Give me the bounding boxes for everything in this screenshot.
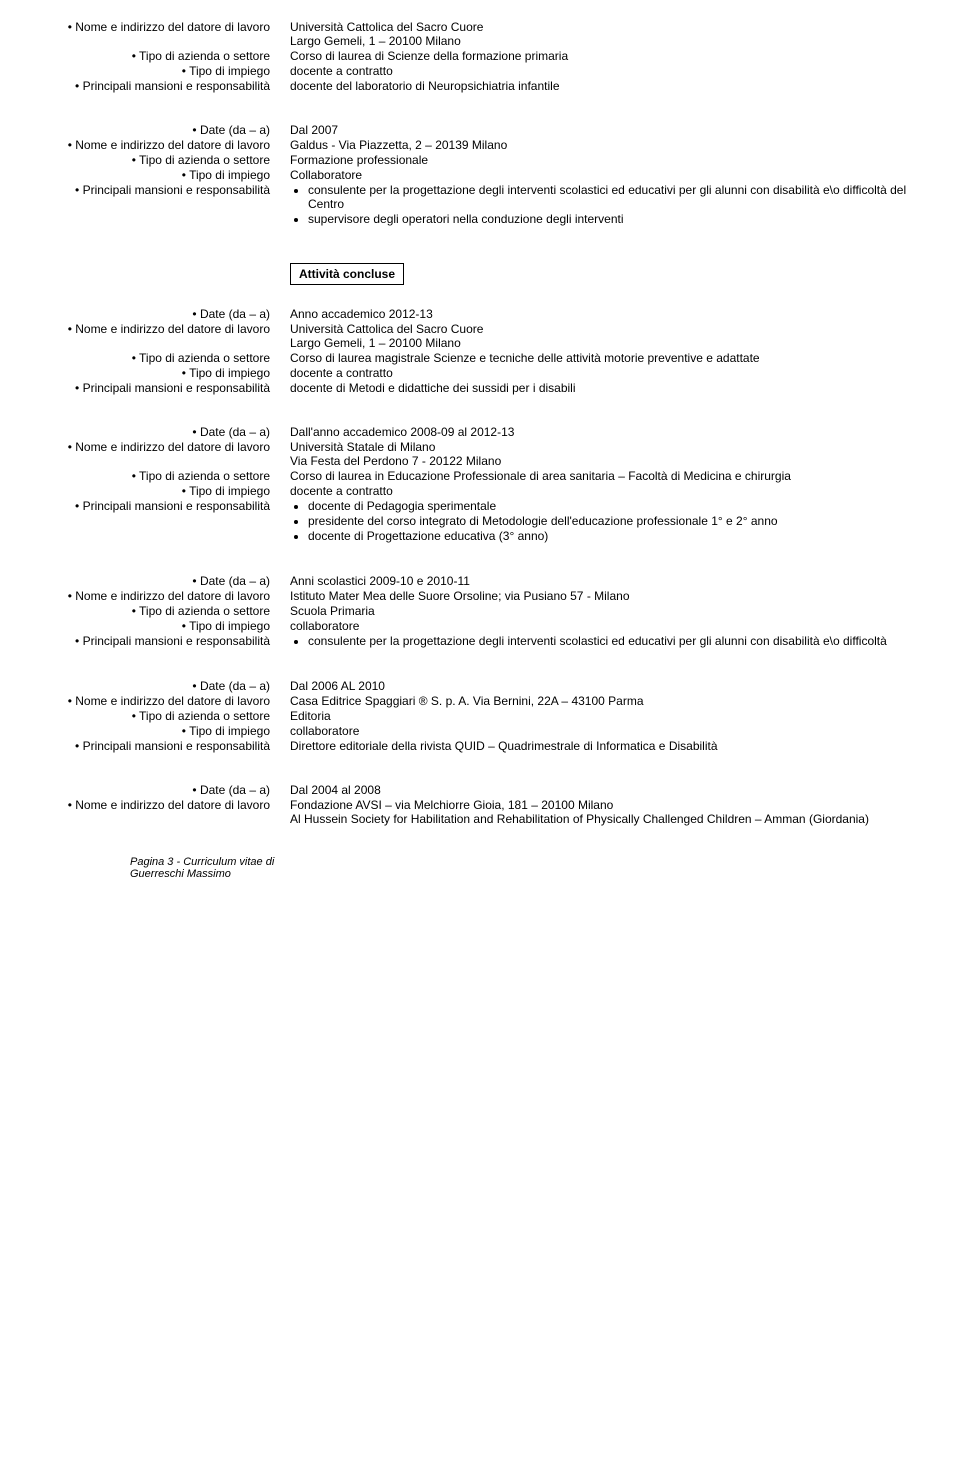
label-employer: • Nome e indirizzo del datore di lavoro <box>20 694 290 708</box>
value-sector: Formazione professionale <box>290 153 920 167</box>
duty-item: docente di Pedagogia sperimentale <box>308 499 920 513</box>
value-jobtype: docente a contratto <box>290 64 920 78</box>
label-date: • Date (da – a) <box>20 574 290 588</box>
label-duties: • Principali mansioni e responsabilità <box>20 634 290 648</box>
value-jobtype: docente a contratto <box>290 484 920 498</box>
value-sector: Corso di laurea in Educazione Profession… <box>290 469 920 483</box>
page-footer: Pagina 3 - Curriculum vitae di Guerresch… <box>20 856 920 880</box>
value-duties: docente del laboratorio di Neuropsichiat… <box>290 79 920 93</box>
value-sector: Scuola Primaria <box>290 604 920 618</box>
label-jobtype: • Tipo di impiego <box>20 484 290 498</box>
cv-entry: • Date (da – a) Anni scolastici 2009-10 … <box>20 574 920 649</box>
label-jobtype: • Tipo di impiego <box>20 619 290 633</box>
section-header: Attività concluse <box>290 263 404 285</box>
value-duties: docente di Pedagogia sperimentale presid… <box>290 499 920 544</box>
value-employer: Fondazione AVSI – via Melchiorre Gioia, … <box>290 798 920 826</box>
duty-item: docente di Progettazione educativa (3° a… <box>308 529 920 543</box>
value-date: Anni scolastici 2009-10 e 2010-11 <box>290 574 920 588</box>
value-sector: Corso di laurea magistrale Scienze e tec… <box>290 351 920 365</box>
value-employer: Casa Editrice Spaggiari ® S. p. A. Via B… <box>290 694 920 708</box>
label-sector: • Tipo di azienda o settore <box>20 351 290 365</box>
value-employer: Università Statale di Milano Via Festa d… <box>290 440 920 468</box>
label-sector: • Tipo di azienda o settore <box>20 469 290 483</box>
value-employer: Università Cattolica del Sacro Cuore Lar… <box>290 322 920 350</box>
value-sector: Corso di laurea di Scienze della formazi… <box>290 49 920 63</box>
value-duties: docente di Metodi e didattiche dei sussi… <box>290 381 920 395</box>
value-jobtype: docente a contratto <box>290 366 920 380</box>
duty-item: presidente del corso integrato di Metodo… <box>308 514 920 528</box>
label-employer: • Nome e indirizzo del datore di lavoro <box>20 440 290 454</box>
cv-entry: • Nome e indirizzo del datore di lavoro … <box>20 20 920 93</box>
cv-entry: • Date (da – a) Anno accademico 2012-13 … <box>20 307 920 395</box>
section-header-wrap: Attività concluse <box>290 257 920 297</box>
label-jobtype: • Tipo di impiego <box>20 168 290 182</box>
label-employer: • Nome e indirizzo del datore di lavoro <box>20 589 290 603</box>
value-date: Anno accademico 2012-13 <box>290 307 920 321</box>
value-duties: Direttore editoriale della rivista QUID … <box>290 739 920 753</box>
duty-item: supervisore degli operatori nella conduz… <box>308 212 920 226</box>
label-employer: • Nome e indirizzo del datore di lavoro <box>20 138 290 152</box>
value-date: Dal 2007 <box>290 123 920 137</box>
label-sector: • Tipo di azienda o settore <box>20 604 290 618</box>
cv-entry: • Date (da – a) Dall'anno accademico 200… <box>20 425 920 544</box>
label-employer: • Nome e indirizzo del datore di lavoro <box>20 322 290 336</box>
label-jobtype: • Tipo di impiego <box>20 366 290 380</box>
value-duties: consulente per la progettazione degli in… <box>290 634 920 649</box>
label-date: • Date (da – a) <box>20 307 290 321</box>
cv-entry: • Date (da – a) Dal 2006 AL 2010 • Nome … <box>20 679 920 753</box>
label-duties: • Principali mansioni e responsabilità <box>20 499 290 513</box>
value-jobtype: Collaboratore <box>290 168 920 182</box>
label-sector: • Tipo di azienda o settore <box>20 49 290 63</box>
label-date: • Date (da – a) <box>20 123 290 137</box>
value-date: Dal 2006 AL 2010 <box>290 679 920 693</box>
value-employer: Università Cattolica del Sacro Cuore Lar… <box>290 20 920 48</box>
label-employer: • Nome e indirizzo del datore di lavoro <box>20 798 290 812</box>
label-date: • Date (da – a) <box>20 425 290 439</box>
duty-item: consulente per la progettazione degli in… <box>308 183 920 211</box>
value-employer: Istituto Mater Mea delle Suore Orsoline;… <box>290 589 920 603</box>
footer-line-1: Pagina 3 - Curriculum vitae di <box>130 856 920 868</box>
value-jobtype: collaboratore <box>290 619 920 633</box>
value-date: Dall'anno accademico 2008-09 al 2012-13 <box>290 425 920 439</box>
cv-entry: • Date (da – a) Dal 2007 • Nome e indiri… <box>20 123 920 227</box>
value-duties: consulente per la progettazione degli in… <box>290 183 920 227</box>
label-duties: • Principali mansioni e responsabilità <box>20 79 290 93</box>
label-jobtype: • Tipo di impiego <box>20 724 290 738</box>
label-duties: • Principali mansioni e responsabilità <box>20 183 290 197</box>
label-date: • Date (da – a) <box>20 679 290 693</box>
value-sector: Editoria <box>290 709 920 723</box>
cv-entry: • Date (da – a) Dal 2004 al 2008 • Nome … <box>20 783 920 826</box>
label-duties: • Principali mansioni e responsabilità <box>20 739 290 753</box>
label-jobtype: • Tipo di impiego <box>20 64 290 78</box>
footer-line-2: Guerreschi Massimo <box>130 868 920 880</box>
label-sector: • Tipo di azienda o settore <box>20 153 290 167</box>
label-duties: • Principali mansioni e responsabilità <box>20 381 290 395</box>
label-date: • Date (da – a) <box>20 783 290 797</box>
value-date: Dal 2004 al 2008 <box>290 783 920 797</box>
value-employer: Galdus - Via Piazzetta, 2 – 20139 Milano <box>290 138 920 152</box>
label-sector: • Tipo di azienda o settore <box>20 709 290 723</box>
duty-item: consulente per la progettazione degli in… <box>308 634 920 648</box>
label-employer: • Nome e indirizzo del datore di lavoro <box>20 20 290 34</box>
value-jobtype: collaboratore <box>290 724 920 738</box>
